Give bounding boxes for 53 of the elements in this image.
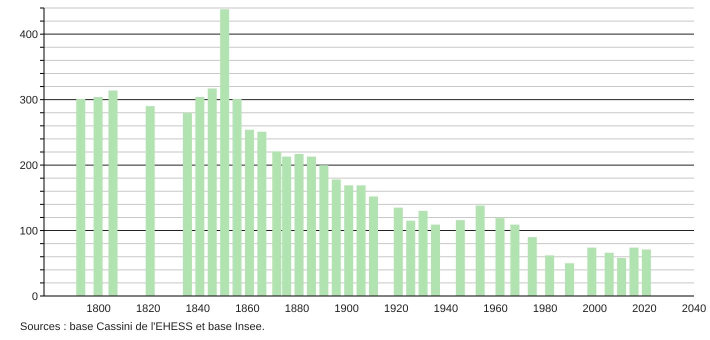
x-tick-label: 1840 bbox=[186, 302, 210, 315]
bar bbox=[604, 252, 614, 296]
bar bbox=[418, 210, 428, 296]
bar bbox=[319, 165, 328, 296]
bar bbox=[617, 258, 626, 296]
bar bbox=[406, 220, 416, 296]
source-note: Sources : base Cassini de l'EHESS et base Insee. bbox=[20, 321, 265, 333]
bar bbox=[369, 196, 378, 296]
bar bbox=[76, 98, 86, 296]
bar bbox=[431, 224, 440, 296]
bar bbox=[476, 206, 485, 296]
bar bbox=[629, 248, 638, 296]
bar bbox=[545, 255, 554, 296]
bar bbox=[528, 237, 537, 296]
x-tick-label: 1960 bbox=[483, 302, 508, 315]
bar bbox=[220, 9, 230, 296]
x-tick-label: 2040 bbox=[682, 302, 706, 315]
y-tick-label: 0 bbox=[32, 290, 38, 303]
bar bbox=[244, 130, 254, 296]
bar bbox=[108, 90, 118, 296]
x-tick-label: 1820 bbox=[136, 302, 160, 315]
x-tick-label: 1940 bbox=[434, 302, 458, 315]
x-tick-label: 1980 bbox=[532, 302, 558, 315]
y-tick-label: 200 bbox=[20, 160, 38, 172]
bar bbox=[456, 220, 465, 296]
x-tick-label: 1800 bbox=[86, 302, 111, 315]
bar bbox=[208, 88, 217, 296]
bar bbox=[496, 218, 505, 296]
y-tick-label: 400 bbox=[20, 29, 38, 42]
bar bbox=[146, 106, 155, 296]
y-tick-label: 100 bbox=[20, 225, 38, 238]
bar bbox=[356, 185, 366, 296]
x-tick-label: 1920 bbox=[384, 302, 409, 315]
bar bbox=[564, 263, 574, 296]
bar bbox=[182, 112, 192, 296]
y-tick-label: 300 bbox=[20, 94, 38, 107]
x-tick-label: 1900 bbox=[334, 302, 359, 315]
bar bbox=[195, 97, 204, 296]
bar bbox=[294, 154, 304, 296]
bar bbox=[587, 248, 596, 296]
x-tick-label: 1860 bbox=[235, 302, 260, 315]
x-tick-label: 2000 bbox=[582, 302, 608, 315]
bar bbox=[510, 224, 520, 296]
bar bbox=[332, 179, 341, 296]
bar bbox=[306, 156, 316, 296]
x-tick-label: 1880 bbox=[284, 302, 310, 315]
x-tick-label: 2020 bbox=[632, 302, 657, 315]
bar bbox=[642, 250, 651, 296]
bar bbox=[94, 97, 103, 296]
bar bbox=[257, 132, 266, 296]
bar bbox=[344, 185, 354, 296]
bar bbox=[394, 208, 403, 296]
bar bbox=[232, 98, 242, 296]
